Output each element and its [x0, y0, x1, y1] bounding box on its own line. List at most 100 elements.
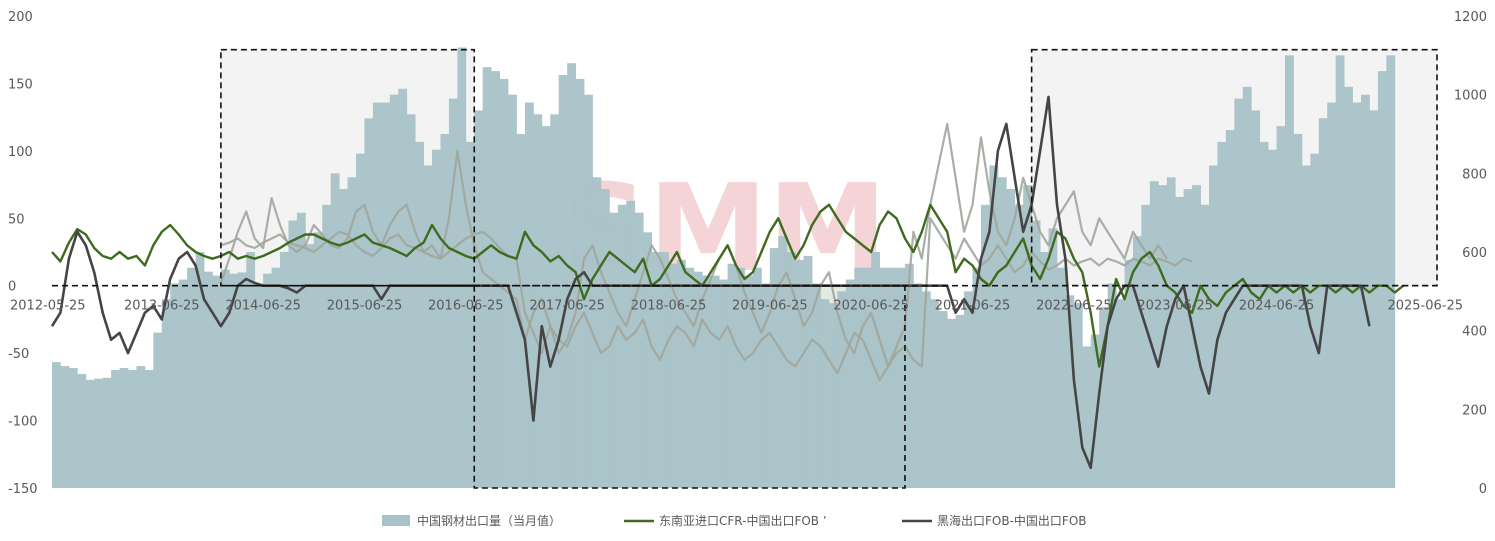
bar [1090, 334, 1100, 488]
bar [964, 291, 973, 488]
bar [161, 299, 171, 488]
bar [812, 283, 821, 488]
bar [153, 332, 163, 488]
bar [1040, 252, 1049, 488]
bar [398, 88, 408, 489]
bar [119, 368, 129, 488]
bar [457, 47, 467, 488]
bar [491, 71, 500, 489]
left-axis-tick: 0 [8, 280, 16, 295]
bar [888, 267, 897, 488]
x-axis-tick: 2015-06-25 [327, 299, 403, 314]
x-axis-tick: 2025-06-25 [1387, 299, 1463, 314]
bar [1377, 71, 1387, 489]
bar [1158, 185, 1168, 488]
left-axis-tick: -150 [8, 482, 38, 497]
bar [617, 204, 627, 489]
bar [972, 267, 982, 488]
bar [1318, 118, 1328, 489]
bar [356, 153, 365, 488]
bar [347, 177, 357, 488]
bar [879, 267, 889, 488]
bar [1149, 181, 1159, 488]
bar [1335, 55, 1345, 488]
x-axis-tick: 2017-06-25 [529, 299, 605, 314]
bar [415, 141, 424, 488]
bar [1276, 126, 1286, 488]
bar [296, 212, 306, 488]
bar [896, 267, 906, 488]
bar [94, 378, 104, 488]
bar [170, 283, 180, 488]
export-volume-bars [52, 47, 1396, 489]
bar [280, 252, 289, 488]
x-axis-tick: 2019-06-25 [732, 299, 808, 314]
bar [322, 204, 332, 489]
bar [786, 252, 796, 488]
right-y-axis: 1200 1000 800 600 400 200 0 [1454, 10, 1487, 497]
bar [938, 311, 948, 488]
x-axis-tick: 2021-06-25 [935, 299, 1011, 314]
highlight-box-1 [473, 284, 906, 489]
bar [930, 299, 940, 488]
bar [710, 275, 720, 488]
bar [592, 177, 602, 488]
bar [313, 232, 323, 488]
bar [60, 366, 70, 488]
bar [1056, 267, 1066, 488]
bar [381, 102, 391, 489]
right-axis-tick: 1000 [1454, 89, 1487, 104]
bar [609, 212, 619, 488]
faded-line-2 [219, 122, 1168, 368]
bar [524, 102, 534, 489]
bar [1268, 149, 1277, 488]
bar [339, 189, 348, 489]
bar [330, 173, 340, 489]
legend-label: 中国钢材出口量（当月值） [417, 513, 561, 528]
bar [668, 263, 678, 488]
bar [904, 263, 914, 488]
bar [955, 314, 965, 488]
bar [769, 248, 779, 488]
bar [195, 252, 205, 488]
bar [550, 114, 560, 488]
bar [263, 273, 272, 488]
bar [1006, 189, 1016, 489]
bar [1386, 55, 1396, 488]
left-axis-tick: 200 [8, 10, 33, 25]
bar [1217, 141, 1227, 488]
bar [980, 204, 990, 489]
bar [997, 177, 1007, 488]
bar [795, 259, 805, 488]
bar [1310, 153, 1320, 488]
right-axis-tick: 0 [1479, 482, 1487, 497]
bar [246, 252, 256, 488]
bar [423, 165, 433, 488]
x-axis-tick: 2023-06-25 [1137, 299, 1213, 314]
bar [1132, 236, 1142, 488]
bar [1065, 295, 1075, 488]
bar [854, 267, 864, 488]
bar [828, 303, 838, 488]
bar [1293, 134, 1303, 488]
legend-label: 黑海出口FOB-中国出口FOB [937, 513, 1087, 528]
bar [212, 275, 222, 488]
bar [626, 200, 636, 488]
right-axis-tick: 600 [1462, 246, 1487, 261]
bar [752, 267, 762, 488]
bar [237, 272, 247, 488]
bar [1183, 189, 1193, 489]
left-axis-tick: 100 [8, 145, 33, 160]
x-axis-tick: 2014-06-25 [225, 299, 301, 314]
bar [1099, 307, 1109, 488]
bar [1116, 299, 1125, 488]
bar [1192, 185, 1201, 488]
bar [1208, 165, 1218, 488]
x-axis-tick: 2016-06-25 [428, 299, 504, 314]
bar [651, 252, 661, 488]
bar [305, 244, 315, 488]
bar [1301, 165, 1311, 488]
bar [558, 75, 568, 488]
bar [744, 275, 754, 488]
